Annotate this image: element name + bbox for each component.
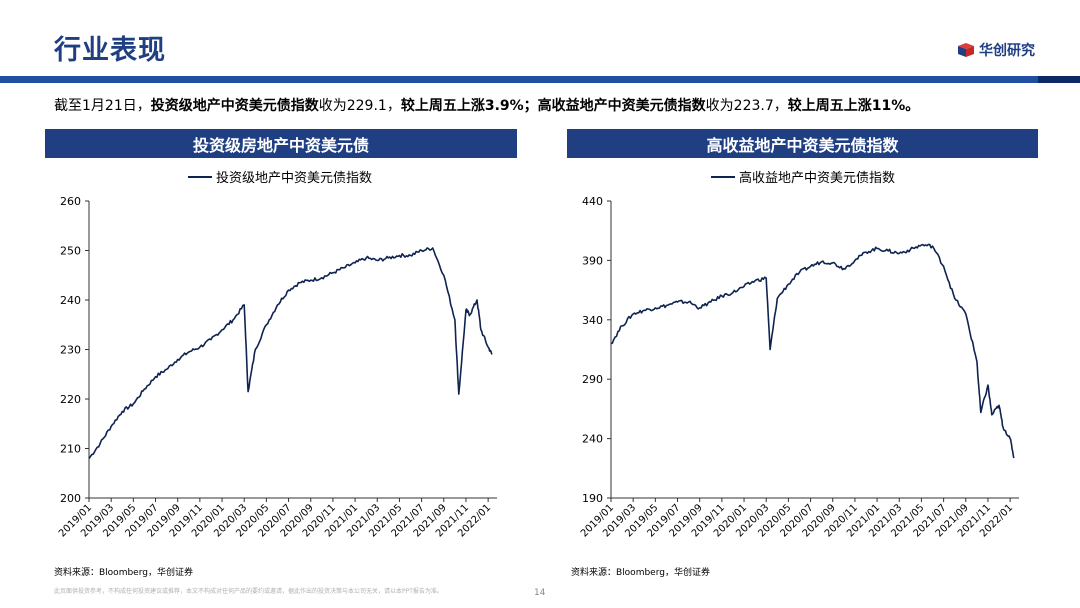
right-chart-banner: 高收益地产中资美元债指数 bbox=[567, 129, 1038, 158]
y-tick-label: 250 bbox=[60, 245, 81, 258]
legend-line-swatch bbox=[188, 175, 212, 178]
y-tick-label: 190 bbox=[582, 492, 603, 505]
y-tick-label: 210 bbox=[60, 443, 81, 456]
right-chart-legend: 高收益地产中资美元债指数 bbox=[711, 167, 895, 186]
summary-ig-close: 收为229.1， bbox=[318, 98, 401, 114]
brand-logo: 华创研究 bbox=[957, 40, 1035, 60]
series-line bbox=[88, 247, 493, 459]
y-tick-label: 240 bbox=[582, 433, 603, 446]
left-chart-legend: 投资级地产中资美元债指数 bbox=[188, 167, 372, 186]
logo-text: 华创研究 bbox=[979, 43, 1035, 59]
left-chart-banner: 投资级房地产中资美元债 bbox=[45, 129, 517, 158]
y-tick-label: 390 bbox=[582, 254, 603, 267]
y-tick-label: 260 bbox=[60, 195, 81, 208]
legend-line-swatch bbox=[711, 175, 735, 178]
page-number: 14 bbox=[534, 588, 546, 598]
summary-ig-change: 较上周五上涨3.9%； bbox=[400, 98, 538, 114]
right-chart-source: 资料来源：Bloomberg，华创证券 bbox=[571, 568, 710, 578]
right-legend-label: 高收益地产中资美元债指数 bbox=[739, 171, 896, 186]
y-tick-label: 440 bbox=[582, 195, 603, 208]
left-legend-label: 投资级地产中资美元债指数 bbox=[216, 171, 373, 186]
header-divider-accent bbox=[1038, 76, 1080, 83]
summary-ig-name: 投资级地产中资美元债指数 bbox=[150, 98, 319, 114]
summary-hy-name: 高收益地产中资美元债指数 bbox=[537, 98, 706, 114]
summary-hy-close: 收为223.7， bbox=[705, 98, 788, 114]
y-tick-label: 290 bbox=[582, 373, 603, 386]
summary-hy-change: 较上周五上涨11%。 bbox=[787, 98, 920, 114]
y-tick-label: 230 bbox=[60, 344, 81, 357]
summary-prefix: 截至1月21日， bbox=[54, 98, 151, 114]
header-divider-bar bbox=[0, 76, 1080, 83]
y-tick-label: 220 bbox=[60, 393, 81, 406]
ig-index-line-chart: 2002102202302402502602019/012019/032019/… bbox=[57, 195, 497, 539]
series-line bbox=[610, 243, 1015, 459]
y-tick-label: 200 bbox=[60, 492, 81, 505]
footer-disclaimer: 此页面供投资参考，不构成任何投资建议或推荐，本文不构成对任何产品的要约或邀请，据… bbox=[54, 588, 443, 595]
logo-cube-icon bbox=[958, 43, 974, 57]
left-chart-source: 资料来源：Bloomberg，华创证券 bbox=[54, 568, 193, 578]
y-tick-label: 240 bbox=[60, 294, 81, 307]
hy-index-line-chart: 1902402903403904402019/012019/032019/052… bbox=[579, 195, 1019, 539]
y-tick-label: 340 bbox=[582, 314, 603, 327]
summary-text: 截至1月21日，投资级地产中资美元债指数收为229.1，较上周五上涨3.9%；高… bbox=[54, 95, 919, 115]
page-title: 行业表现 bbox=[54, 35, 166, 66]
